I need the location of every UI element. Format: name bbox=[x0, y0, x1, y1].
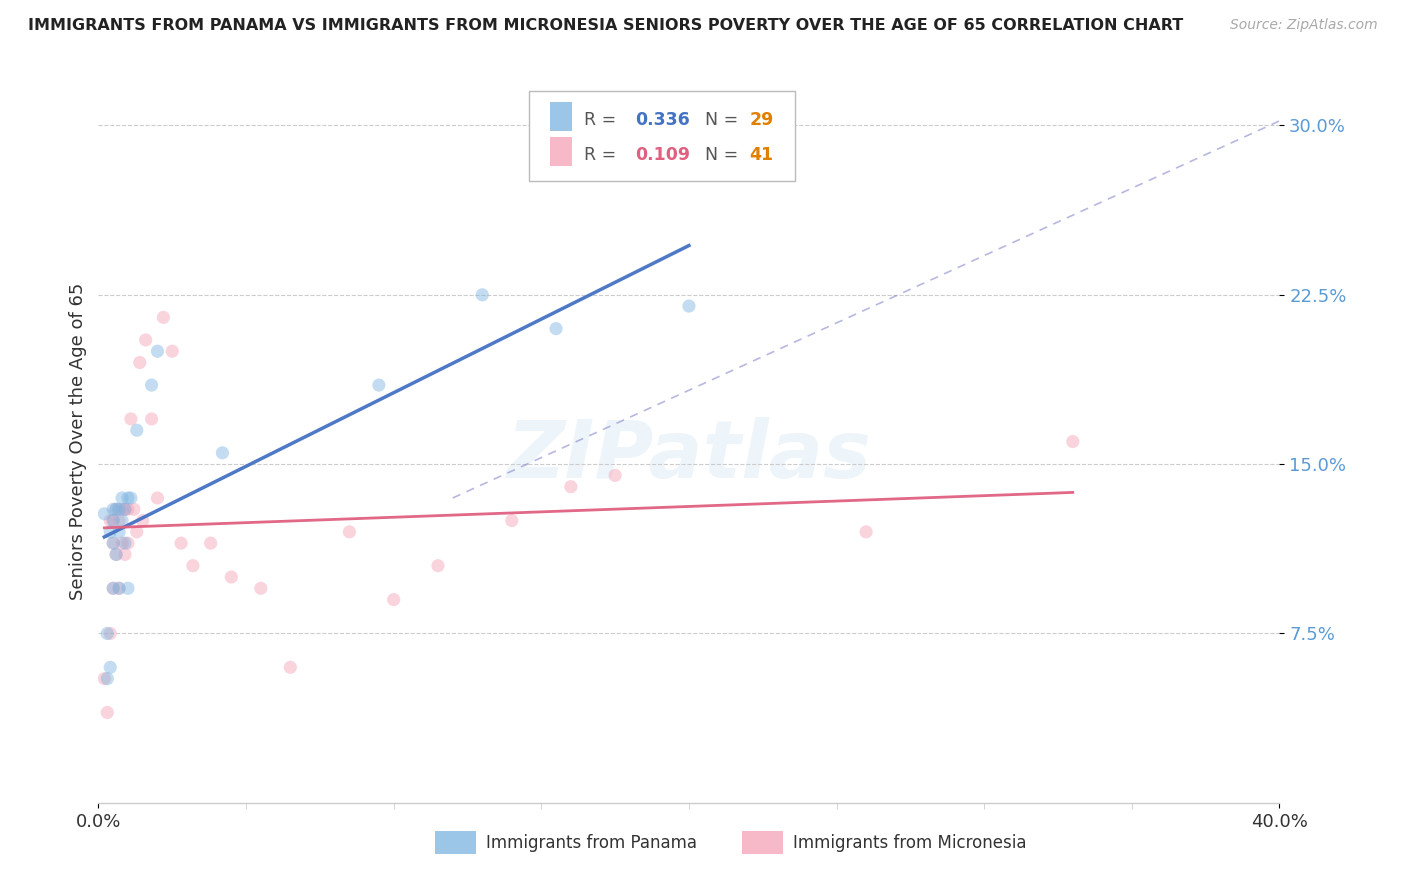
Point bbox=[98, 660, 121, 674]
Point bbox=[117, 582, 139, 596]
Point bbox=[120, 412, 142, 426]
Point bbox=[103, 582, 125, 596]
Point bbox=[108, 514, 131, 528]
Point bbox=[280, 660, 302, 674]
Text: N =: N = bbox=[695, 145, 744, 163]
Point bbox=[117, 502, 139, 516]
Point bbox=[108, 502, 131, 516]
Point bbox=[98, 514, 121, 528]
Point bbox=[221, 570, 243, 584]
Text: Immigrants from Panama: Immigrants from Panama bbox=[486, 833, 697, 852]
Point bbox=[170, 536, 193, 550]
Point bbox=[141, 378, 163, 392]
Point bbox=[368, 378, 391, 392]
Text: ZIPatlas: ZIPatlas bbox=[506, 417, 872, 495]
Text: Source: ZipAtlas.com: Source: ZipAtlas.com bbox=[1230, 18, 1378, 32]
Point bbox=[546, 321, 568, 335]
Point bbox=[122, 502, 145, 516]
Point bbox=[141, 412, 163, 426]
Point bbox=[181, 558, 204, 573]
Point bbox=[382, 592, 405, 607]
Text: IMMIGRANTS FROM PANAMA VS IMMIGRANTS FROM MICRONESIA SENIORS POVERTY OVER THE AG: IMMIGRANTS FROM PANAMA VS IMMIGRANTS FRO… bbox=[28, 18, 1184, 33]
Point bbox=[108, 524, 131, 539]
Point bbox=[117, 491, 139, 505]
Point bbox=[98, 524, 121, 539]
Point bbox=[103, 514, 125, 528]
Point bbox=[250, 582, 273, 596]
Point bbox=[114, 536, 136, 550]
Point bbox=[96, 706, 118, 720]
Point bbox=[200, 536, 222, 550]
Point bbox=[108, 582, 131, 596]
Point bbox=[1062, 434, 1084, 449]
Point bbox=[114, 502, 136, 516]
Text: N =: N = bbox=[695, 111, 744, 128]
Point bbox=[105, 548, 128, 562]
FancyBboxPatch shape bbox=[550, 103, 572, 131]
Point bbox=[96, 626, 118, 640]
Point bbox=[96, 672, 118, 686]
Point bbox=[103, 536, 125, 550]
Point bbox=[132, 514, 155, 528]
Point bbox=[114, 548, 136, 562]
Point bbox=[128, 355, 150, 369]
Point bbox=[339, 524, 361, 539]
Point bbox=[105, 548, 128, 562]
Text: 0.109: 0.109 bbox=[636, 145, 690, 163]
Point bbox=[146, 344, 169, 359]
Y-axis label: Seniors Poverty Over the Age of 65: Seniors Poverty Over the Age of 65 bbox=[69, 283, 87, 600]
Point bbox=[211, 446, 233, 460]
Point bbox=[162, 344, 183, 359]
Text: 29: 29 bbox=[749, 111, 773, 128]
Point bbox=[111, 514, 134, 528]
Point bbox=[111, 491, 134, 505]
Text: R =: R = bbox=[583, 145, 621, 163]
Point bbox=[560, 480, 582, 494]
Point bbox=[678, 299, 700, 313]
FancyBboxPatch shape bbox=[742, 831, 783, 855]
Point bbox=[103, 536, 125, 550]
Point bbox=[125, 524, 148, 539]
Point bbox=[93, 507, 115, 521]
Point bbox=[146, 491, 169, 505]
Point bbox=[605, 468, 627, 483]
Text: R =: R = bbox=[583, 111, 621, 128]
Point bbox=[98, 626, 121, 640]
Text: Immigrants from Micronesia: Immigrants from Micronesia bbox=[793, 833, 1026, 852]
FancyBboxPatch shape bbox=[550, 137, 572, 166]
Point bbox=[135, 333, 157, 347]
FancyBboxPatch shape bbox=[434, 831, 477, 855]
Point bbox=[105, 502, 128, 516]
Point bbox=[501, 514, 523, 528]
Point bbox=[103, 502, 125, 516]
Point bbox=[93, 672, 115, 686]
Text: 41: 41 bbox=[749, 145, 773, 163]
Point bbox=[111, 502, 134, 516]
Point bbox=[427, 558, 450, 573]
Point bbox=[103, 514, 125, 528]
Point bbox=[152, 310, 174, 325]
Point bbox=[111, 536, 134, 550]
Text: 0.336: 0.336 bbox=[636, 111, 689, 128]
Point bbox=[105, 502, 128, 516]
Point bbox=[125, 423, 148, 437]
Point bbox=[117, 536, 139, 550]
Point bbox=[855, 524, 877, 539]
Point bbox=[114, 502, 136, 516]
Point bbox=[103, 582, 125, 596]
Point bbox=[471, 287, 494, 301]
Point bbox=[108, 582, 131, 596]
FancyBboxPatch shape bbox=[530, 91, 796, 181]
Point bbox=[120, 491, 142, 505]
